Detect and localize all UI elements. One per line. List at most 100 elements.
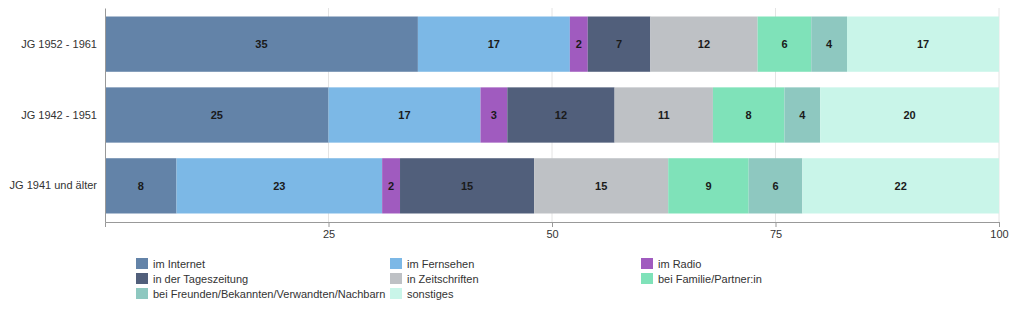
bar [105,158,177,213]
legend-swatch [136,258,148,269]
axis-line [106,223,1000,228]
legend-label: im Fernsehen [407,258,474,270]
data-label: 12 [555,109,567,121]
legend-swatch [136,288,148,299]
data-label: 12 [698,38,710,50]
tick-label: 75 [770,228,782,240]
y-axis: JG 1952 - 1961 JG 1942 - 1951 JG 1941 und … [10,9,106,223]
chart: 3525817172323271215121115689446172022255… [0,0,1024,326]
data-label: 9 [705,180,711,192]
tick-mark [329,222,330,227]
tick: JG 1942 - 1951 [21,109,105,121]
tick-label: 100 [990,228,1008,240]
legend-label: in der Tageszeitung [153,273,248,285]
legend-label: bei Familie/Partner:in [658,273,762,285]
tick-label: JG 1941 und älter [10,179,98,191]
data-label: 4 [799,109,806,121]
legend-label: im Internet [153,258,205,270]
tick: JG 1941 und älter [10,179,105,191]
tick-mark [552,222,553,227]
tick: 50 [546,222,558,240]
legend-item: in Zeitschriften [390,273,479,285]
bar [329,87,481,142]
legend-swatch [390,273,402,284]
data-label: 8 [746,109,752,121]
bar [534,158,668,213]
tick-label: 25 [323,228,335,240]
data-label: 17 [917,38,929,50]
bar [177,158,383,213]
series [802,17,999,214]
bar [650,17,757,72]
bar [820,87,999,142]
legend-item: bei Freunden/Bekannten/Verwandten/Nachba… [136,288,385,300]
bar [105,87,329,142]
legend-swatch [390,258,402,269]
bar [570,17,588,72]
data-label: 35 [255,38,267,50]
bar [105,17,418,72]
bar [811,17,847,72]
bar [784,87,820,142]
tick: 75 [770,222,782,240]
legend-item: in der Tageszeitung [136,273,248,285]
data-label: 3 [491,109,497,121]
data-label: 8 [138,180,144,192]
data-label: 17 [398,109,410,121]
data-label: 15 [461,180,473,192]
tick: 100 [990,222,1008,240]
legend-label: sonstiges [407,288,454,300]
data-label: 23 [273,180,285,192]
data-label: 6 [772,180,778,192]
legend-label: in Zeitschriften [407,273,479,285]
tick: 25 [323,222,335,240]
bar [749,158,803,213]
legend-item: bei Familie/Partner:in [641,273,762,285]
legend-swatch [136,273,148,284]
legend-swatch [390,288,402,299]
data-label: 11 [658,109,670,121]
bar [847,17,999,72]
data-label: 2 [388,180,394,192]
data-label: 6 [781,38,787,50]
legend-label: im Radio [658,258,701,270]
bar [382,158,400,213]
data-label: 4 [826,38,833,50]
bar [400,158,534,213]
legend-item: im Internet [136,258,205,270]
bar [418,17,570,72]
bar [713,87,785,142]
axis-line [105,9,106,223]
legend-item: sonstiges [390,288,454,300]
legend-item: im Radio [641,258,701,270]
data-labels: 3525817172323271215121115689446172022 [138,38,929,192]
legend-swatch [641,258,653,269]
tick-mark [776,222,777,227]
bar [507,87,614,142]
legend-swatch [641,273,653,284]
data-label: 22 [895,180,907,192]
bar [802,158,999,213]
legend-item: im Fernsehen [390,258,474,270]
grid [329,8,1000,222]
bar [758,17,812,72]
legend: im Internet im Fernsehen im Radio in der Ta… [136,258,762,300]
tick-label: JG 1942 - 1951 [21,109,97,121]
tick-label: JG 1952 - 1961 [21,38,97,50]
bar [668,158,748,213]
bars [105,17,999,214]
tick-mark [999,222,1000,227]
bar [480,87,507,142]
data-label: 20 [903,109,915,121]
bar [588,17,651,72]
bar [615,87,713,142]
plot: 3525817172323271215121115689446172022255… [10,8,1009,240]
legend-label: bei Freunden/Bekannten/Verwandten/Nachba… [153,288,385,300]
x-axis: 25 50 75 100 [106,222,1009,240]
data-label: 15 [595,180,607,192]
tick: JG 1952 - 1961 [21,38,105,50]
data-label: 2 [576,38,582,50]
data-label: 25 [211,109,223,121]
tick-label: 50 [546,228,558,240]
data-label: 7 [616,38,622,50]
